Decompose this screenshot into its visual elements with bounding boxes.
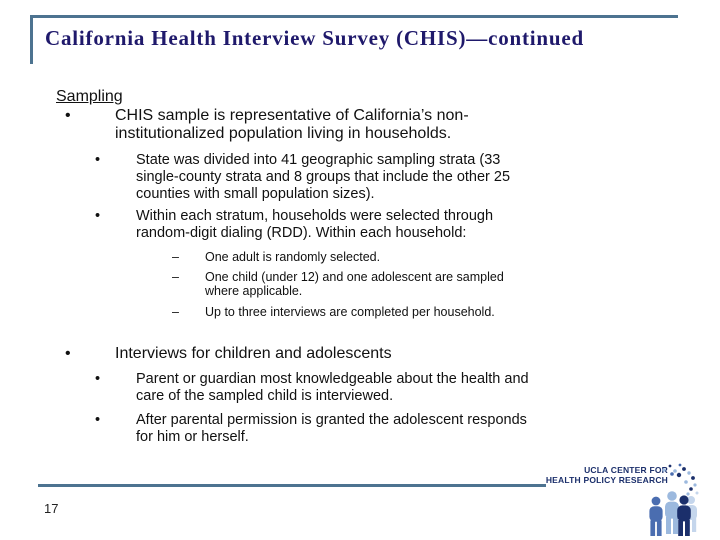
logo-line2: HEALTH POLICY RESEARCH <box>545 474 668 485</box>
logo-text: UCLA CENTER FOR HEALTH POLICY RESEARCH <box>545 465 668 485</box>
logo-line1: UCLA CENTER FOR <box>584 465 668 475</box>
person-light <box>665 491 679 534</box>
bullet-item-chis-sample: • CHIS sample is representative of Calif… <box>65 107 656 142</box>
bullet-item-interviews: • Interviews for children and adolescent… <box>65 345 656 363</box>
bullet-marker: • <box>95 208 101 224</box>
dash-item-one-adult: – One adult is randomly selected. <box>172 250 656 265</box>
people-figures-icon <box>649 463 699 536</box>
dash-text: One child (under 12) and one adolescent … <box>205 269 504 299</box>
dash-marker: – <box>172 250 179 264</box>
bullet-text: Within each stratum, households were sel… <box>136 208 494 241</box>
footer-rule <box>38 484 546 487</box>
person-medium <box>649 496 663 536</box>
ucla-chpr-logo: UCLA CENTER FOR HEALTH POLICY RESEARCH <box>546 460 706 540</box>
bullet-text: CHIS sample is representative of Califor… <box>115 107 469 142</box>
person-dark <box>677 495 691 536</box>
slide-body: Sampling • CHIS sample is representative… <box>56 86 656 446</box>
title-top-rule <box>30 15 678 18</box>
bullet-text: After parental permission is granted the… <box>136 411 527 445</box>
bullet-marker: • <box>95 370 101 387</box>
dash-marker: – <box>172 269 179 284</box>
bullet-marker: • <box>65 345 71 362</box>
bullet-marker: • <box>95 411 101 428</box>
bullet-item-rdd: • Within each stratum, households were s… <box>95 208 656 242</box>
bullet-item-strata: • State was divided into 41 geographic s… <box>95 152 656 203</box>
dash-item-one-child: – One child (under 12) and one adolescen… <box>172 270 656 299</box>
bullet-text: Parent or guardian most knowledgeable ab… <box>136 370 529 404</box>
dash-marker: – <box>172 304 179 319</box>
dash-text: One adult is randomly selected. <box>205 250 381 264</box>
bullet-item-parent-guardian: • Parent or guardian most knowledgeable … <box>95 371 656 405</box>
dash-text: Up to three interviews are completed per… <box>205 304 495 319</box>
title-left-rule <box>30 15 33 64</box>
dash-item-three-interviews: – Up to three interviews are completed p… <box>172 305 656 320</box>
bullet-marker: • <box>65 107 71 124</box>
bullet-text: Interviews for children and adolescents <box>115 345 392 362</box>
bullet-item-parental-permission: • After parental permission is granted t… <box>95 412 656 446</box>
logo-dots <box>662 463 699 496</box>
bullet-marker: • <box>95 152 101 168</box>
page-number: 17 <box>44 501 59 516</box>
slide-title: California Health Interview Survey (CHIS… <box>45 26 584 50</box>
section-heading-sampling: Sampling <box>56 88 123 105</box>
bullet-text: State was divided into 41 geographic sam… <box>136 152 511 202</box>
